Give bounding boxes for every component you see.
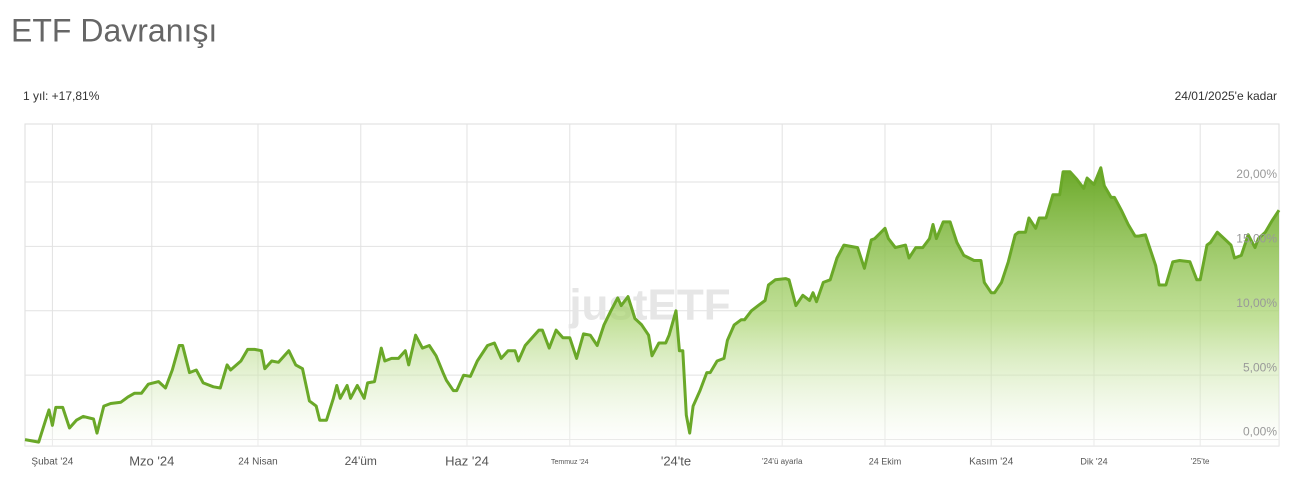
x-tick-label: Dik '24	[1080, 456, 1107, 466]
y-tick-label: 5,00%	[1243, 360, 1277, 374]
x-tick-label: Kasım '24	[969, 457, 1014, 468]
x-tick-label: '24'ü ayarla	[762, 457, 803, 466]
x-tick-label: Şubat '24	[31, 457, 73, 468]
date-note: 24/01/2025'e kadar	[1175, 89, 1277, 103]
period-return: 1 yıl: +17,81%	[23, 89, 100, 103]
x-tick-label: Haz '24	[445, 453, 489, 468]
x-tick-label: 24'üm	[345, 454, 377, 468]
y-tick-label: 20,00%	[1236, 167, 1277, 181]
area-fill	[25, 167, 1279, 447]
y-tick-label: 15,00%	[1236, 232, 1277, 246]
x-tick-label: Mzo '24	[129, 453, 174, 468]
x-tick-label: Temmuz '24	[551, 459, 589, 466]
watermark: justETF	[568, 281, 730, 330]
y-tick-label: 10,00%	[1236, 296, 1277, 310]
x-tick-label: '25'te	[1191, 457, 1210, 466]
x-tick-label: '24'te	[661, 453, 691, 468]
y-tick-label: 0,00%	[1243, 425, 1277, 439]
chart-title: ETF Davranışı	[11, 12, 217, 48]
x-tick-label: 24 Ekim	[869, 456, 902, 466]
line	[24, 166, 1281, 444]
x-tick-label: 24 Nisan	[238, 457, 277, 468]
